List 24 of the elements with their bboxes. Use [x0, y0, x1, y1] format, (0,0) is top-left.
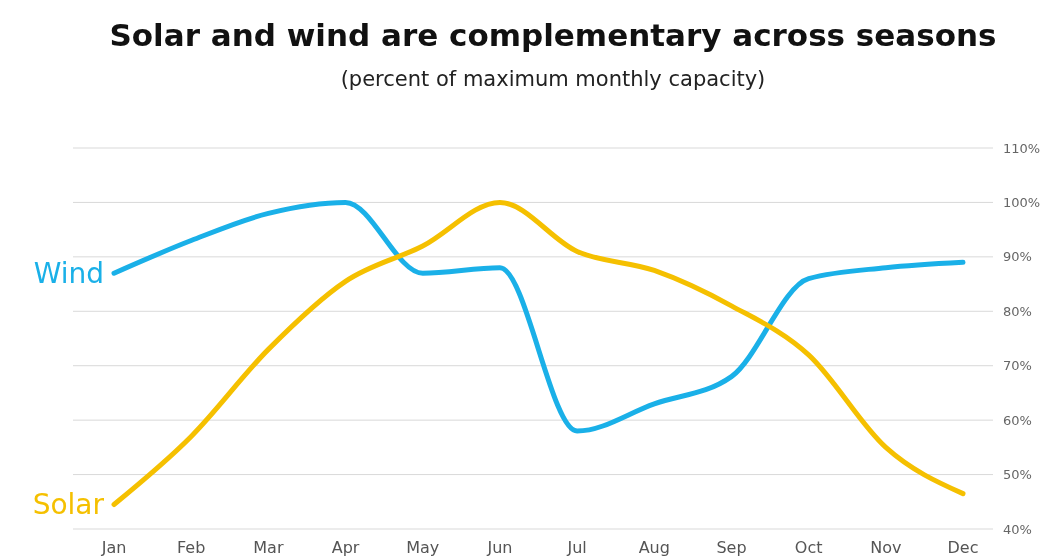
x-tick-label: Aug: [638, 538, 670, 557]
x-tick-label: Apr: [331, 538, 360, 557]
x-tick-label: Mar: [253, 538, 284, 557]
y-tick-label: 90%: [1003, 249, 1032, 265]
y-tick-label: 50%: [1003, 467, 1032, 483]
series-label: Wind: [33, 256, 104, 290]
y-tick-label: 60%: [1003, 412, 1032, 428]
y-tick-label: 100%: [1003, 194, 1041, 210]
x-tick-label: Dec: [947, 538, 979, 557]
x-tick-label: Jan: [100, 538, 127, 557]
y-tick-label: 110%: [1003, 140, 1041, 156]
series-label: Solar: [32, 488, 105, 522]
x-tick-label: May: [406, 538, 440, 557]
x-tick-label: Nov: [870, 538, 902, 557]
x-tick-label: Jun: [486, 538, 513, 557]
x-tick-label: Sep: [716, 538, 747, 557]
x-tick-label: Jul: [566, 538, 587, 557]
y-tick-label: 80%: [1003, 303, 1032, 319]
x-tick-label: Oct: [794, 538, 823, 557]
x-tick-label: Feb: [177, 538, 206, 557]
y-tick-label: 40%: [1003, 521, 1032, 537]
chart-subtitle: (percent of maximum monthly capacity): [340, 67, 766, 91]
y-tick-label: 70%: [1003, 358, 1032, 374]
chart-title: Solar and wind are complementary across seasons: [109, 17, 997, 53]
